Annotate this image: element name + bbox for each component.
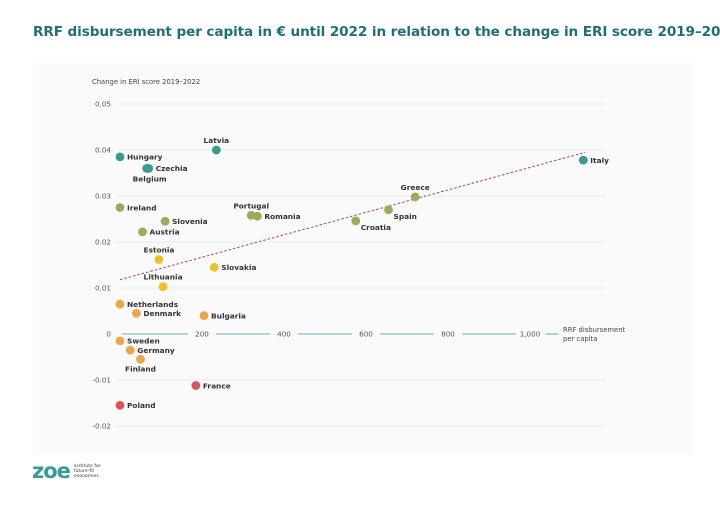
point-france bbox=[191, 381, 201, 390]
label-slovenia: Slovenia bbox=[172, 217, 208, 226]
x-axis-title: per capita bbox=[563, 335, 597, 343]
label-france: France bbox=[203, 381, 231, 390]
axes: Change in ERI score 2019–2022 0.05 0.04 0.0… bbox=[92, 78, 626, 431]
data-points bbox=[115, 145, 588, 410]
label-austria: Austria bbox=[150, 228, 180, 237]
y-tick-label: 0.05 bbox=[95, 100, 111, 109]
point-romania bbox=[252, 211, 262, 221]
label-bulgaria: Bulgaria bbox=[211, 311, 246, 320]
chart-panel bbox=[33, 63, 694, 455]
x-axis-title: RRF disbursement bbox=[563, 326, 626, 334]
trendline-dashed bbox=[119, 151, 586, 281]
point-ireland bbox=[115, 203, 125, 212]
point-estonia bbox=[154, 255, 164, 264]
point-spain bbox=[384, 205, 393, 215]
y-tick-label: -0.01 bbox=[92, 376, 111, 385]
label-estonia: Estonia bbox=[144, 245, 175, 254]
label-netherlands: Netherlands bbox=[127, 300, 179, 309]
zoe-logo: zoe institute for future-fit economies bbox=[32, 460, 108, 482]
x-tick-label: 600 bbox=[359, 330, 373, 339]
label-lithuania: Lithuania bbox=[144, 273, 183, 282]
label-finland: Finland bbox=[125, 364, 156, 373]
y-tick-label: 0 bbox=[106, 330, 111, 339]
point-finland bbox=[136, 354, 145, 364]
label-italy: Italy bbox=[590, 156, 609, 165]
y-tick-label: 0.02 bbox=[95, 238, 111, 247]
chart-title: RRF disbursement per capita in € until 2… bbox=[33, 24, 720, 40]
label-hungary: Hungary bbox=[127, 153, 163, 162]
label-romania: Romania bbox=[264, 212, 300, 221]
point-denmark bbox=[132, 308, 141, 318]
label-ireland: Ireland bbox=[127, 203, 156, 212]
label-sweden: Sweden bbox=[127, 337, 160, 346]
label-greece: Greece bbox=[401, 183, 430, 192]
point-croatia bbox=[351, 216, 361, 226]
y-tick-label: -0.02 bbox=[92, 422, 111, 431]
point-bulgaria bbox=[199, 311, 209, 320]
logo-line-2: future-fit bbox=[73, 468, 95, 474]
point-germany bbox=[125, 345, 135, 355]
trendline bbox=[119, 151, 586, 281]
logo-mark: zoe bbox=[32, 459, 71, 483]
logo-line-1: institute for bbox=[73, 463, 101, 469]
y-tick-label: 0.03 bbox=[95, 192, 111, 201]
label-croatia: Croatia bbox=[361, 223, 391, 232]
label-czechia: Czechia bbox=[156, 164, 188, 173]
point-netherlands bbox=[115, 299, 125, 309]
point-italy bbox=[578, 155, 588, 165]
label-slovakia: Slovakia bbox=[221, 263, 256, 272]
y-tick-label: 0.01 bbox=[95, 284, 111, 293]
grid-lines bbox=[117, 103, 606, 427]
x-tick-label: 400 bbox=[277, 330, 291, 339]
label-germany: Germany bbox=[137, 346, 175, 355]
point-belgium bbox=[142, 164, 152, 173]
point-greece bbox=[410, 192, 420, 202]
label-spain: Spain bbox=[394, 212, 417, 221]
label-denmark: Denmark bbox=[143, 309, 182, 318]
point-poland bbox=[115, 400, 125, 410]
point-lithuania bbox=[158, 282, 168, 292]
x-tick-label: 1,000 bbox=[520, 330, 541, 339]
logo-line-3: economies bbox=[73, 473, 99, 479]
point-slovenia bbox=[160, 216, 170, 226]
y-tick-label: 0.04 bbox=[95, 146, 111, 155]
x-tick-label: 800 bbox=[441, 330, 455, 339]
label-belgium: Belgium bbox=[133, 174, 167, 183]
point-latvia bbox=[211, 145, 221, 155]
label-poland: Poland bbox=[127, 401, 156, 410]
x-tick-label: 200 bbox=[195, 330, 209, 339]
label-portugal: Portugal bbox=[233, 201, 269, 210]
point-hungary bbox=[115, 152, 125, 162]
point-slovakia bbox=[209, 262, 219, 272]
point-austria bbox=[138, 227, 147, 237]
y-axis-title: Change in ERI score 2019–2022 bbox=[92, 78, 200, 86]
label-latvia: Latvia bbox=[204, 136, 230, 145]
logo-subtitle: institute for future-fit economies bbox=[74, 464, 108, 479]
point-sweden bbox=[115, 336, 125, 346]
